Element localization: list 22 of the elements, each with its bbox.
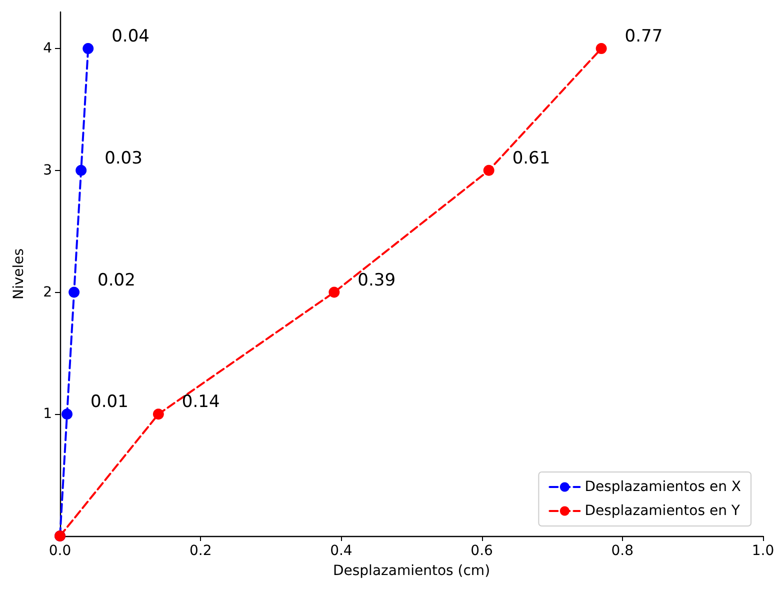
x-tick-label: 1.0 (752, 543, 774, 559)
data-label: 0.77 (624, 26, 663, 47)
y-axis-title: Niveles (11, 248, 27, 300)
x-tick-label: 0.2 (189, 543, 212, 559)
x-axis-title: Desplazamientos (cm) (332, 563, 490, 579)
data-label: 0.39 (358, 270, 396, 290)
data-label: 0.61 (512, 148, 550, 168)
y-tick-label: 2 (43, 284, 52, 300)
x-tick-label: 0.8 (611, 543, 634, 559)
legend-label: Desplazamientos en Y (584, 503, 740, 519)
legend-label: Desplazamientos en X (584, 479, 742, 495)
y-tick-label: 1 (43, 406, 52, 422)
data-label: 0.01 (90, 392, 128, 412)
data-label: 0.14 (182, 392, 220, 412)
x-tick-label: 0.4 (330, 543, 352, 559)
x-tick-label: 0.6 (470, 543, 494, 559)
x-tick-label: 0.0 (48, 543, 72, 559)
data-label: 0.03 (104, 148, 142, 168)
data-label: 0.02 (98, 270, 136, 290)
y-tick-label: 4 (43, 40, 52, 57)
y-tick-label: 3 (43, 162, 52, 178)
data-label: 0.04 (112, 26, 150, 47)
